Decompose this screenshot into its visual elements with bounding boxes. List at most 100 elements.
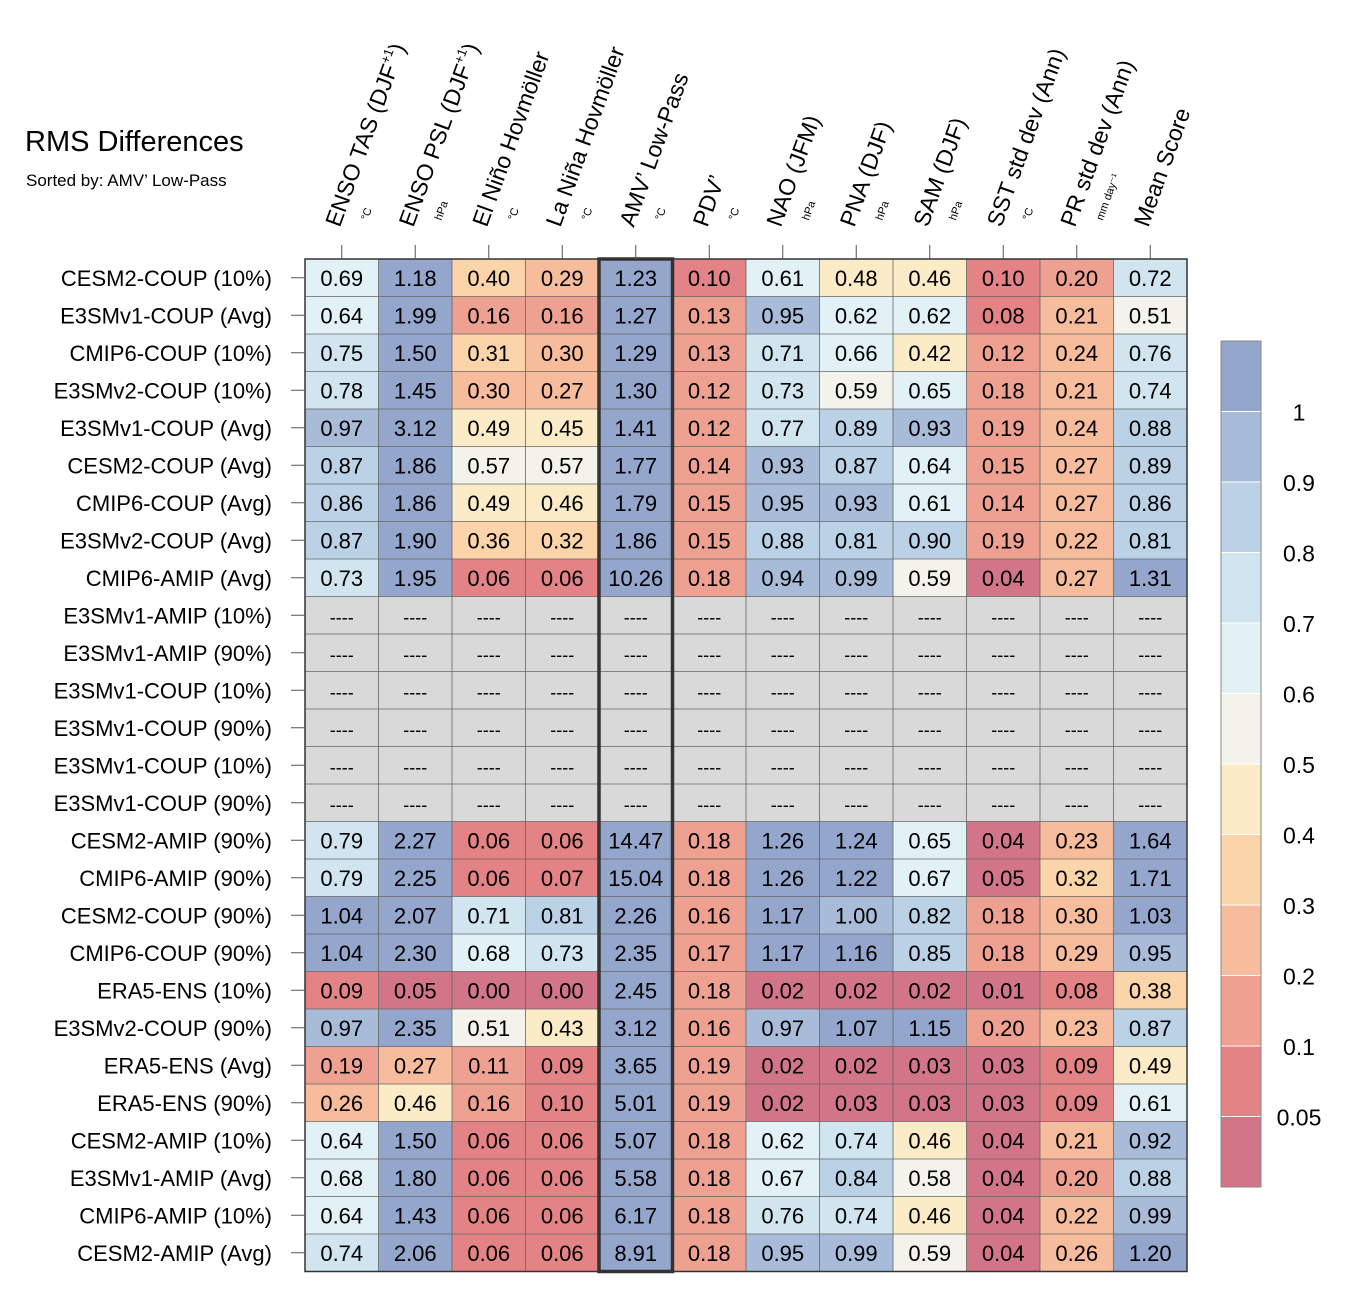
cell-value: 0.19	[982, 416, 1025, 441]
cell-value: 1.17	[761, 903, 804, 928]
heatmap-cell	[525, 784, 599, 822]
cell-value: 0.00	[467, 978, 510, 1003]
heatmap-cell	[819, 971, 893, 1009]
heatmap-cell	[672, 446, 746, 484]
cell-value: 0.71	[467, 903, 510, 928]
cell-value: 1.04	[320, 903, 363, 928]
cell-value: 0.04	[982, 1241, 1025, 1266]
cell-value: ----	[330, 720, 354, 740]
heatmap-cell	[746, 709, 820, 747]
cell-value: 0.09	[1055, 1053, 1098, 1078]
cell-value: ----	[624, 645, 648, 665]
cell-value: 0.19	[982, 528, 1025, 553]
heatmap-cell	[1113, 1121, 1187, 1159]
heatmap-cell	[893, 1159, 967, 1197]
heatmap-cell	[893, 784, 967, 822]
cell-value: 5.58	[614, 1166, 657, 1191]
heatmap-cell	[966, 1046, 1040, 1084]
heatmap-cell	[966, 446, 1040, 484]
heatmap-cell	[1113, 1159, 1187, 1197]
heatmap-cell	[819, 596, 893, 634]
heatmap-cell	[893, 521, 967, 559]
cell-value: 0.61	[1129, 1091, 1172, 1116]
cell-value: 0.89	[835, 416, 878, 441]
heatmap-cell	[452, 371, 526, 409]
heatmap-cell	[525, 821, 599, 859]
heatmap-cell	[746, 1121, 820, 1159]
cell-value: ----	[918, 682, 942, 702]
heatmap-cell	[1113, 934, 1187, 972]
cell-value: 0.30	[467, 378, 510, 403]
heatmap-cell	[966, 1121, 1040, 1159]
cell-value: 0.22	[1055, 528, 1098, 553]
cell-value: ----	[1065, 607, 1089, 627]
colorbar-label: 0.6	[1283, 682, 1315, 708]
heatmap-cell	[1040, 821, 1114, 859]
cell-value: 0.18	[688, 1128, 731, 1153]
cell-value: 0.73	[541, 941, 584, 966]
cell-value: 0.18	[688, 866, 731, 891]
heatmap-cell	[966, 746, 1040, 784]
cell-value: 0.46	[908, 1203, 951, 1228]
heatmap-cell	[525, 934, 599, 972]
cell-value: ----	[477, 795, 501, 815]
heatmap-cell	[1040, 559, 1114, 597]
cell-value: ----	[991, 682, 1015, 702]
colorbar-label: 0.8	[1283, 541, 1315, 567]
heatmap-cell	[819, 896, 893, 934]
cell-value: ----	[844, 607, 868, 627]
heatmap-cell	[819, 1121, 893, 1159]
heatmap-cell	[305, 746, 379, 784]
heatmap-cell	[819, 634, 893, 672]
heatmap-cell	[599, 371, 673, 409]
column-label: ENSO TAS (DJF+1)	[319, 39, 410, 229]
cell-value: 0.49	[467, 416, 510, 441]
heatmap-cell	[966, 484, 1040, 522]
heatmap-cell	[966, 1196, 1040, 1234]
heatmap-cell	[452, 559, 526, 597]
heatmap-cell	[452, 971, 526, 1009]
row-label: E3SMv1-COUP (10%)	[54, 753, 272, 778]
heatmap-cell	[525, 896, 599, 934]
heatmap-cell	[893, 1046, 967, 1084]
cell-value: 2.07	[394, 903, 437, 928]
colorbar-label: 0.4	[1283, 823, 1315, 849]
heatmap-cell	[599, 484, 673, 522]
cell-value: ----	[330, 757, 354, 777]
cell-value: 1.31	[1129, 566, 1172, 591]
heatmap-cell	[599, 296, 673, 334]
column-label: PR std dev (Ann)	[1055, 56, 1139, 229]
cell-value: 0.49	[467, 491, 510, 516]
cell-value: 15.04	[608, 866, 663, 891]
heatmap-cell	[1040, 259, 1114, 297]
heatmap-cell	[378, 1084, 452, 1122]
cell-value: 0.06	[541, 1166, 584, 1191]
heatmap-cell	[305, 709, 379, 747]
cell-value: 0.59	[908, 1241, 951, 1266]
row-label: CMIP6-COUP (90%)	[69, 941, 272, 966]
cell-value: ----	[1138, 795, 1162, 815]
cell-value: 0.61	[761, 266, 804, 291]
cell-value: 0.30	[541, 341, 584, 366]
cell-value: ----	[624, 682, 648, 702]
heatmap-cell	[1113, 821, 1187, 859]
cell-value: ----	[1138, 645, 1162, 665]
heatmap-cell	[893, 559, 967, 597]
cell-value: ----	[771, 720, 795, 740]
cell-value: 0.04	[982, 566, 1025, 591]
heatmap-cell	[1040, 784, 1114, 822]
cell-value: 1.86	[394, 491, 437, 516]
cell-value: 0.29	[1055, 941, 1098, 966]
cell-value: 0.68	[320, 1166, 363, 1191]
cell-value: ----	[477, 645, 501, 665]
cell-value: 0.64	[320, 1128, 363, 1153]
cell-value: 0.22	[1055, 1203, 1098, 1228]
cell-value: ----	[1065, 795, 1089, 815]
cell-value: 1.15	[908, 1016, 951, 1041]
heatmap-cell	[672, 784, 746, 822]
heatmap-cell	[966, 934, 1040, 972]
cell-value: 0.74	[1129, 378, 1172, 403]
cell-value: ----	[403, 645, 427, 665]
cell-value: 0.10	[982, 266, 1025, 291]
row-label: CMIP6-COUP (Avg)	[76, 491, 272, 516]
